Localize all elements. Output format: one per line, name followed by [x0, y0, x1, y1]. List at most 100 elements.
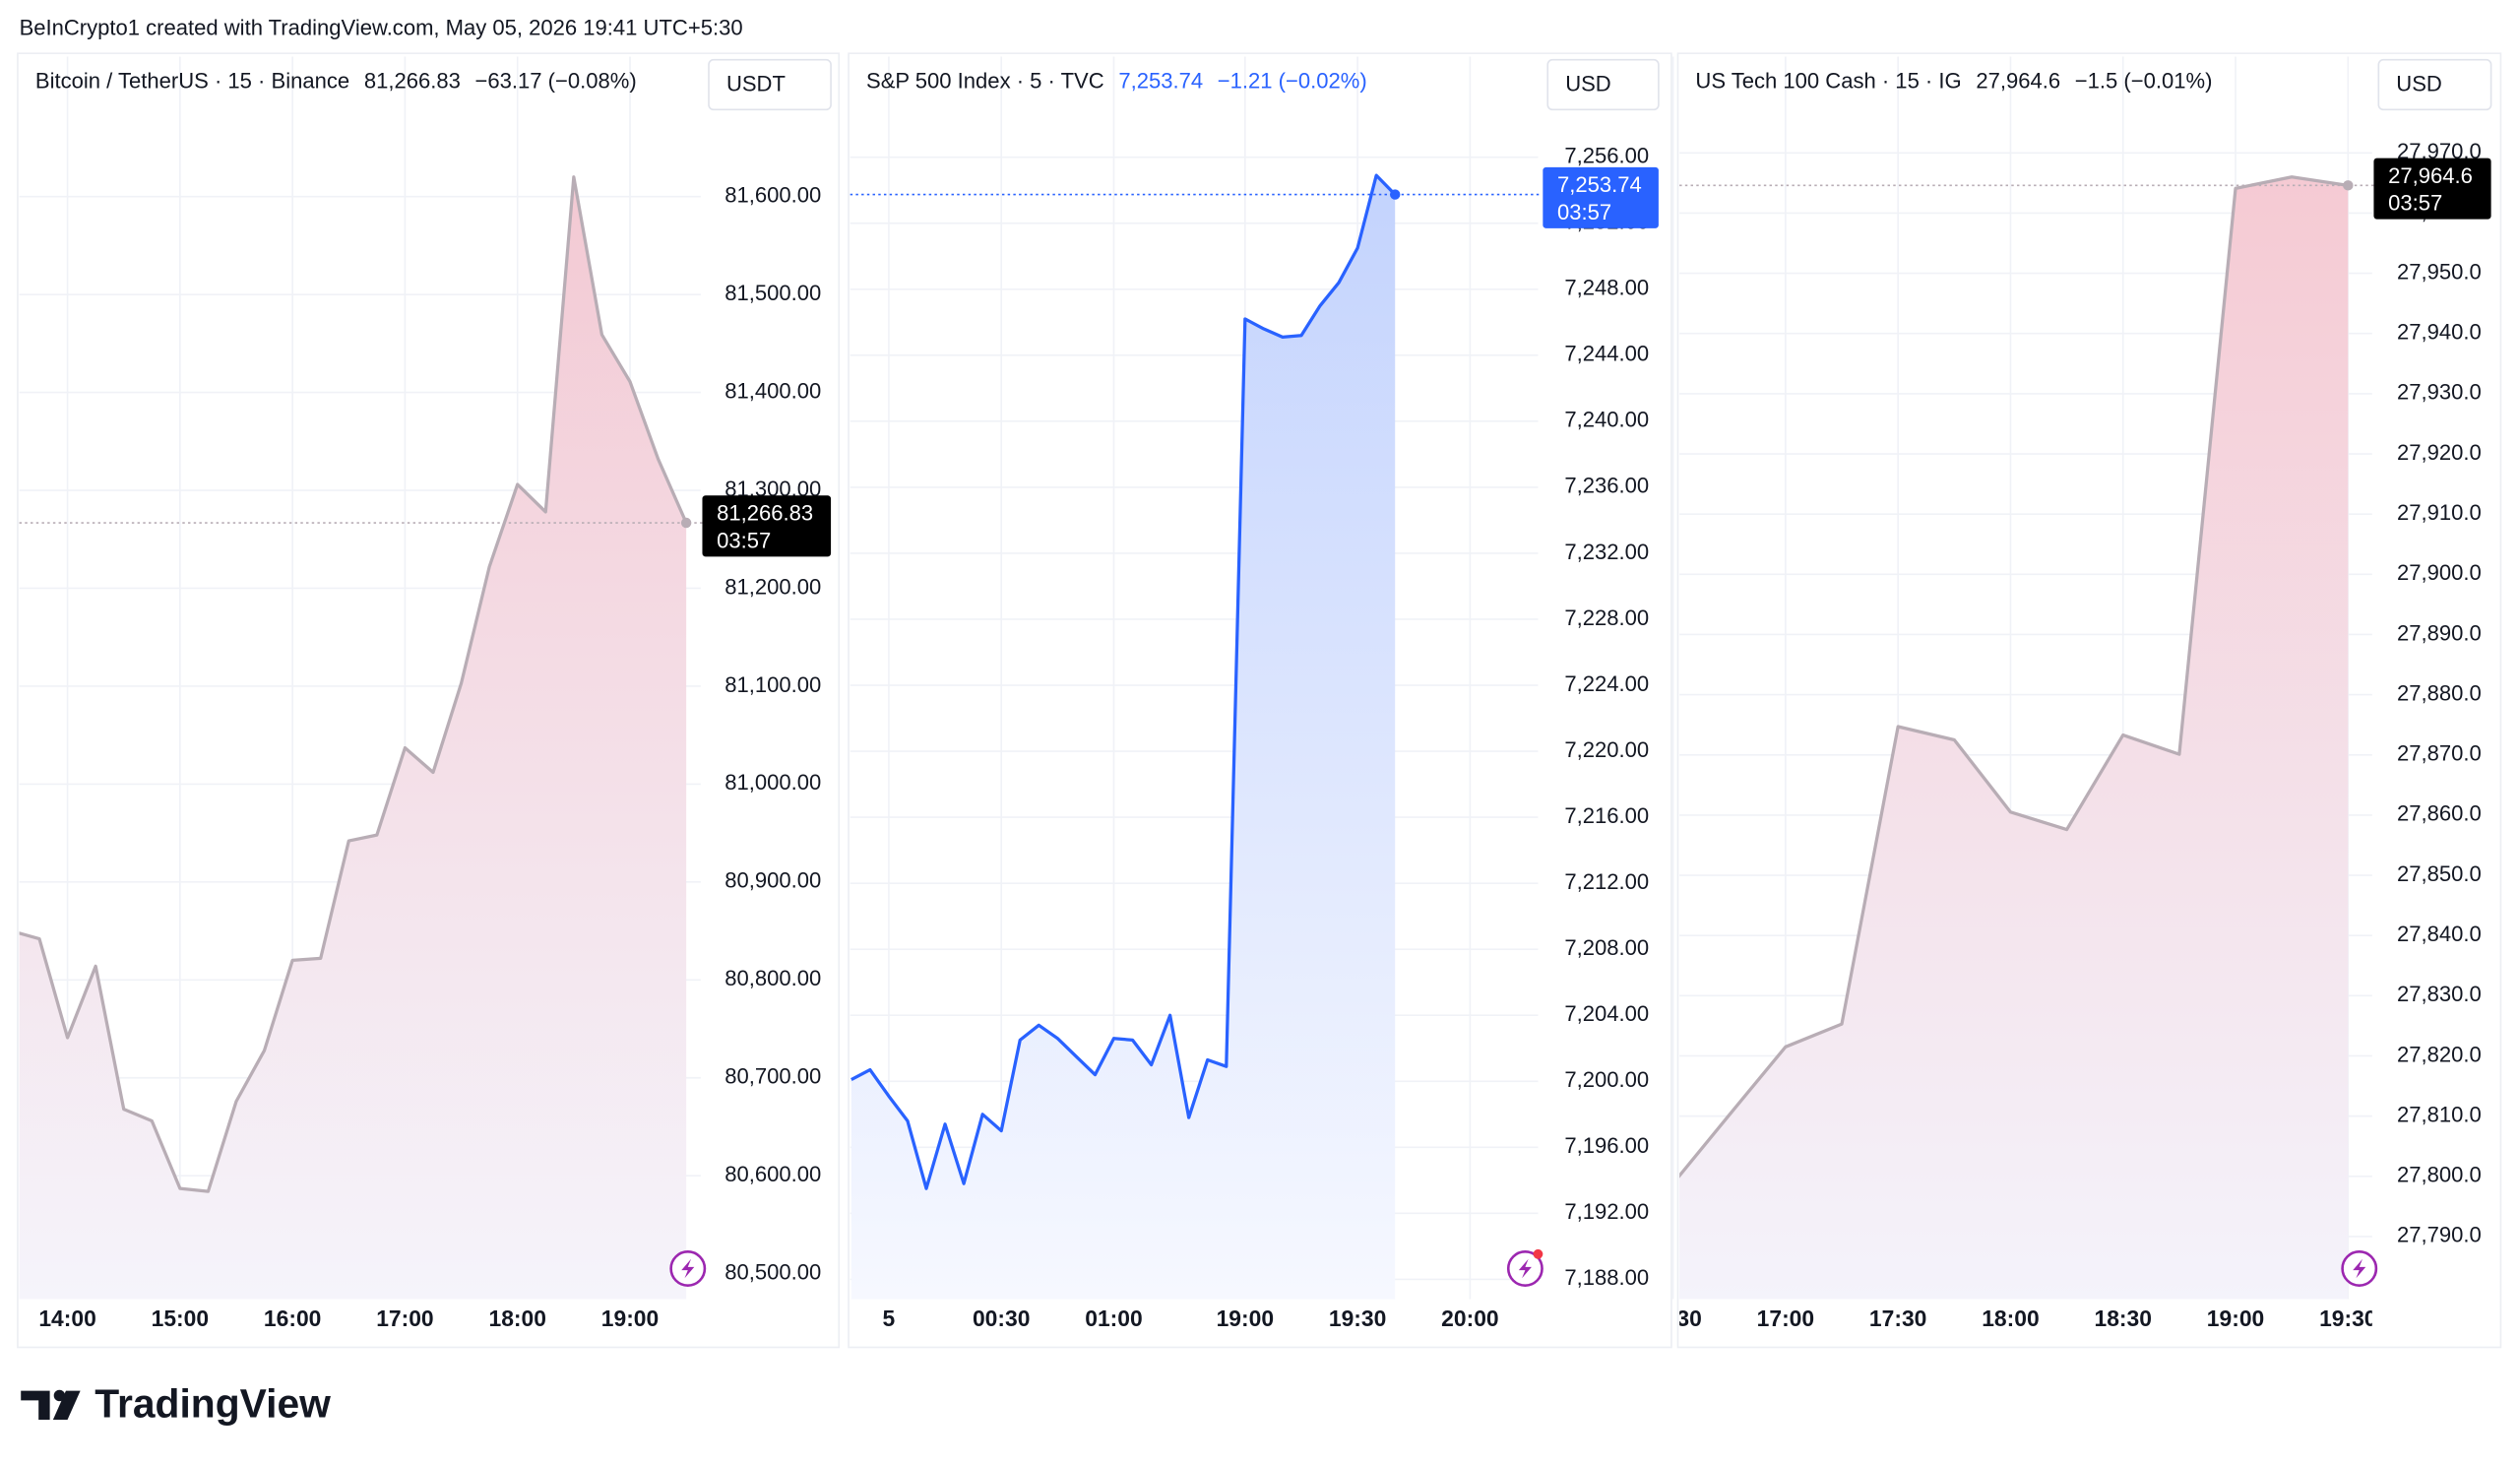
title-change: −1.21 (−0.02%)	[1218, 68, 1367, 93]
title-price: 81,266.83	[364, 68, 461, 93]
chart-title: S&P 500 Index · 5 · TVC 7,253.74 −1.21 (−0…	[866, 68, 1367, 93]
y-tick-label: 27,800.0	[2397, 1163, 2482, 1187]
y-tick-label: 81,000.00	[724, 770, 821, 795]
y-tick-label: 27,880.0	[2397, 680, 2482, 705]
price-box	[702, 495, 832, 557]
title-change: −63.17 (−0.08%)	[475, 68, 637, 93]
title-price: 27,964.6	[1976, 68, 2060, 93]
countdown: 03:57	[2388, 191, 2442, 216]
y-tick-label: 27,920.0	[2397, 440, 2482, 465]
currency-box	[1546, 58, 1660, 111]
plot	[850, 173, 1397, 1300]
logo: TradingView	[21, 1381, 331, 1427]
currency-box	[708, 58, 832, 111]
x-axis: 14:00 15:00 16:00 17:00 18:00 19:00	[38, 1306, 659, 1331]
y-tick-label: 7,200.00	[1564, 1067, 1649, 1092]
symbol: US Tech 100 Cash · 15 · IG	[1695, 68, 1961, 93]
x-tick-label: 19:30	[2319, 1306, 2376, 1331]
last-point	[2343, 180, 2354, 191]
alert-bolt	[1518, 1258, 1532, 1279]
symbol: S&P 500 Index · 5 · TVC	[866, 68, 1104, 93]
x-tick-label: 17:00	[376, 1306, 433, 1331]
y-tick-label: 27,860.0	[2397, 801, 2482, 826]
y-tick-label: 27,940.0	[2397, 320, 2482, 345]
x-tick-label: 19:00	[2207, 1306, 2264, 1331]
area	[1679, 176, 2349, 1300]
y-tick-label: 7,236.00	[1564, 474, 1649, 498]
y-tick-label: 27,890.0	[2397, 620, 2482, 645]
y-tick-label: 7,216.00	[1564, 803, 1649, 828]
y-tick-label: 7,248.00	[1564, 276, 1649, 300]
price-box-label: 7,253.74	[1557, 172, 1642, 197]
y-tick-label: 27,950.0	[2397, 259, 2482, 284]
price-box-label: 27,964.6	[2388, 163, 2473, 188]
y-tick-label: 27,830.0	[2397, 982, 2482, 1006]
x-axis: 5 00:30 01:00 19:00 19:30 20:00	[883, 1306, 1499, 1331]
last-point	[680, 517, 692, 529]
y-tick-label: 81,400.00	[724, 378, 821, 403]
x-tick-label: 17:00	[1757, 1306, 1814, 1331]
area	[850, 175, 1396, 1300]
title-price: 7,253.74	[1118, 68, 1203, 93]
x-tick-label: 17:30	[1869, 1306, 1926, 1331]
countdown: 03:57	[1557, 200, 1611, 224]
y-tick-label: 7,228.00	[1564, 605, 1649, 630]
y-tick-label: 80,900.00	[724, 868, 821, 893]
title-change: −1.5 (−0.01%)	[2075, 68, 2213, 93]
x-tick-label: 18:30	[2095, 1306, 2152, 1331]
y-tick-label: 27,820.0	[2397, 1042, 2482, 1066]
y-tick-label: 7,224.00	[1564, 671, 1649, 696]
y-tick-label: 7,256.00	[1564, 144, 1649, 168]
price-line	[19, 175, 688, 1193]
x-tick-label: 19:30	[1329, 1306, 1386, 1331]
currency: USD	[1565, 72, 1611, 96]
currency: USD	[2396, 72, 2442, 96]
y-tick-label: 27,790.0	[2397, 1223, 2482, 1247]
chart-title: US Tech 100 Cash · 15 · IG 27,964.6 −1.5 (…	[1695, 68, 2212, 93]
currency-box	[2377, 58, 2492, 111]
y-tick-label: 7,188.00	[1564, 1265, 1649, 1290]
y-tick-label: 7,196.00	[1564, 1133, 1649, 1158]
y-tick-label: 27,870.0	[2397, 741, 2482, 766]
price-box	[2373, 158, 2491, 220]
y-tick-label: 80,600.00	[724, 1162, 821, 1186]
y-tick-label: 27,910.0	[2397, 500, 2482, 525]
last-point	[1389, 189, 1401, 200]
price-box	[1543, 166, 1659, 228]
currency: USDT	[726, 72, 786, 96]
y-tick-label: 81,200.00	[724, 574, 821, 599]
x-tick-label: 16:00	[264, 1306, 321, 1331]
y-tick-label: 80,700.00	[724, 1064, 821, 1089]
x-tick-label: 16:30	[1644, 1306, 1701, 1331]
y-tick-label: 27,930.0	[2397, 380, 2482, 405]
y-tick-label: 7,244.00	[1564, 342, 1649, 366]
brand: TradingView	[94, 1381, 331, 1427]
y-tick-label: 7,212.00	[1564, 869, 1649, 894]
header: BeInCrypto1 created with TradingView.com…	[20, 16, 743, 40]
x-axis: 16:30 17:00 17:30 18:00 18:30 19:00 19:30	[1644, 1306, 2376, 1331]
x-tick-label: 14:00	[38, 1306, 95, 1331]
x-tick-label: 18:00	[488, 1306, 545, 1331]
x-tick-label: 18:00	[1982, 1306, 2039, 1331]
x-tick-label: 01:00	[1085, 1306, 1142, 1331]
y-tick-label: 27,810.0	[2397, 1102, 2482, 1126]
chart-panel: 27,790.0 27,800.0 27,810.0 27,820.0 27,830.0…	[1644, 52, 2502, 1349]
price-line	[1679, 175, 2349, 1178]
y-tick-label: 7,204.00	[1564, 1001, 1649, 1026]
price-box-label: 81,266.83	[717, 501, 813, 526]
y-tick-label: 7,220.00	[1564, 737, 1649, 762]
alert-bolt	[2353, 1258, 2366, 1279]
y-tick-label: 81,600.00	[724, 183, 821, 208]
area	[19, 176, 687, 1300]
plot	[1679, 175, 2349, 1300]
x-tick-label: 00:30	[973, 1306, 1030, 1331]
y-tick-label: 81,500.00	[724, 281, 821, 305]
price-line	[850, 173, 1397, 1190]
y-tick-label: 7,208.00	[1564, 935, 1649, 960]
symbol: Bitcoin / TetherUS · 15 · Binance	[35, 68, 349, 93]
y-tick-label: 7,232.00	[1564, 540, 1649, 564]
x-tick-label: 19:00	[601, 1306, 659, 1331]
chart-panel: 7,188.00 7,192.00 7,196.00 7,200.00 7,204.00…	[848, 52, 1672, 1349]
y-tick-label: 27,850.0	[2397, 861, 2482, 886]
